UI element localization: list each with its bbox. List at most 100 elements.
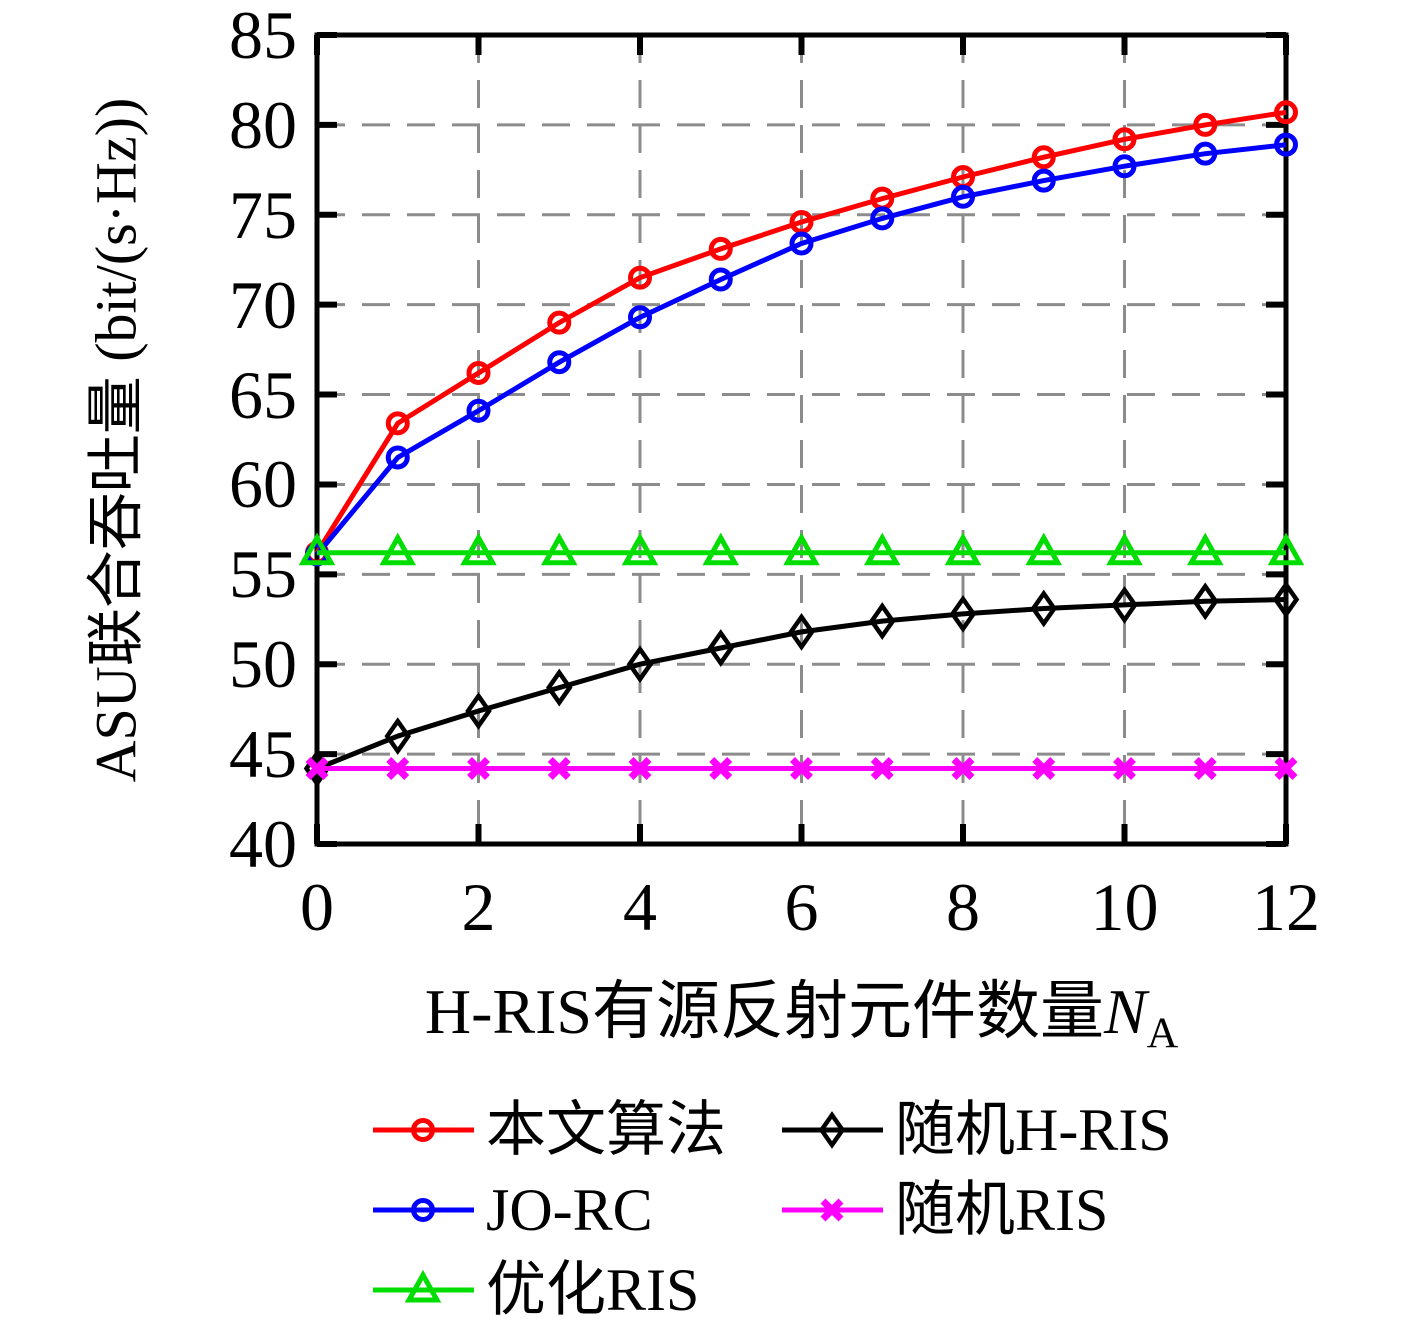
x-axis-label: H-RIS有源反射元件数量NA: [317, 962, 1286, 1062]
legend-swatch-marker: [820, 1198, 844, 1222]
y-tick-label: 85: [229, 0, 297, 73]
legend-label: 随机H-RIS: [895, 1097, 1172, 1163]
series-marker: [789, 231, 814, 256]
series-marker: [465, 692, 492, 730]
legend-item: 优化RIS: [371, 1253, 699, 1327]
series-marker: [788, 612, 815, 651]
series-marker: [709, 757, 733, 780]
legend-swatch-marker: [411, 1198, 435, 1222]
y-tick-label: 45: [229, 716, 297, 793]
y-tick-label: 40: [229, 806, 297, 882]
series-marker: [379, 532, 417, 566]
series-marker: [708, 267, 733, 292]
y-tick-label: 70: [229, 266, 297, 343]
x-tick-label: 6: [784, 869, 819, 945]
series-marker: [944, 532, 982, 566]
series-marker: [1274, 132, 1298, 157]
legend-label: 随机RIS: [895, 1177, 1109, 1243]
series-marker: [1111, 585, 1138, 624]
series-marker: [467, 757, 490, 780]
series-marker: [708, 236, 733, 261]
series-marker: [1186, 532, 1224, 566]
series-marker: [1192, 582, 1219, 621]
x-axis-label-variable: N: [1104, 976, 1147, 1047]
x-tick-label: 4: [623, 869, 657, 945]
legend-item: 随机H-RIS: [780, 1093, 1172, 1167]
series-marker: [949, 594, 977, 633]
series-marker: [1032, 757, 1056, 780]
legend-item: JO-RC: [371, 1173, 653, 1247]
legend-swatch-circle-icon: [373, 1198, 474, 1222]
series-marker: [870, 757, 894, 780]
series-marker: [789, 209, 814, 234]
series-marker: [628, 757, 652, 780]
series-marker: [870, 206, 895, 231]
y-tick-label: 75: [229, 176, 297, 253]
series-marker: [466, 360, 491, 385]
legend-item: 本文算法: [371, 1093, 726, 1167]
series-marker: [707, 629, 734, 667]
y-tick-label: 55: [229, 536, 297, 613]
x-tick-label: 2: [461, 869, 496, 945]
series-marker: [1113, 757, 1136, 780]
x-tick-label: 12: [1252, 869, 1320, 945]
legend-swatch-triangle-icon: [373, 1269, 474, 1303]
series-marker: [384, 717, 411, 756]
legend-item: 随机RIS: [780, 1173, 1108, 1247]
series-marker: [626, 645, 654, 684]
y-axis-label-text: ASU联合吞吐量 (bit/(s·Hz)): [83, 97, 149, 783]
series-marker: [869, 602, 896, 640]
series-marker: [1272, 580, 1300, 619]
series-marker: [466, 398, 491, 423]
y-tick-label: 60: [229, 446, 297, 523]
series-marker: [385, 411, 410, 436]
series-marker: [702, 532, 740, 566]
series-marker: [1267, 532, 1305, 566]
series-marker: [1274, 100, 1298, 125]
series-marker: [460, 532, 497, 566]
series-marker: [1025, 532, 1063, 566]
series-marker: [1030, 589, 1057, 628]
series-marker: [790, 757, 813, 780]
series-marker: [386, 757, 410, 780]
series-marker: [628, 305, 652, 330]
legend-swatch-marker: [818, 1111, 846, 1149]
legend-swatch-marker: [404, 1269, 442, 1303]
series-marker: [385, 445, 410, 470]
x-tick-label: 0: [300, 869, 334, 945]
series-line: [316, 597, 1287, 771]
y-axis-label: ASU联合吞吐量 (bit/(s·Hz)): [79, 36, 155, 845]
series-marker: [951, 757, 975, 780]
series-marker: [1193, 141, 1218, 166]
y-tick-label: 80: [229, 86, 297, 163]
series-marker: [951, 184, 975, 209]
series-marker: [783, 532, 820, 566]
x-axis-label-text: H-RIS有源反射元件数量: [424, 976, 1104, 1047]
series-marker: [1106, 532, 1143, 566]
legend-label: 优化RIS: [486, 1257, 700, 1323]
y-tick-label: 50: [229, 626, 297, 703]
series-marker: [1031, 168, 1056, 193]
series-marker: [628, 265, 652, 290]
series-marker: [863, 532, 901, 566]
series-marker: [305, 757, 329, 780]
series-marker: [546, 668, 573, 707]
series-marker: [1193, 112, 1218, 137]
series-marker: [621, 532, 659, 566]
series-marker: [298, 532, 336, 566]
series-marker: [547, 757, 571, 780]
x-tick-label: 10: [1090, 869, 1159, 945]
legend-label: JO-RC: [486, 1177, 653, 1243]
series-marker: [1112, 127, 1137, 152]
series-line: [315, 142, 1287, 557]
series-marker: [1193, 757, 1217, 780]
legend-swatch-x-icon: [782, 1198, 883, 1222]
series-marker: [1112, 154, 1137, 179]
series-line: [314, 109, 1287, 555]
series-marker: [540, 532, 578, 566]
series-marker: [1031, 145, 1056, 170]
legend-swatch-diamond-icon: [782, 1111, 883, 1149]
series-marker: [1274, 757, 1298, 780]
